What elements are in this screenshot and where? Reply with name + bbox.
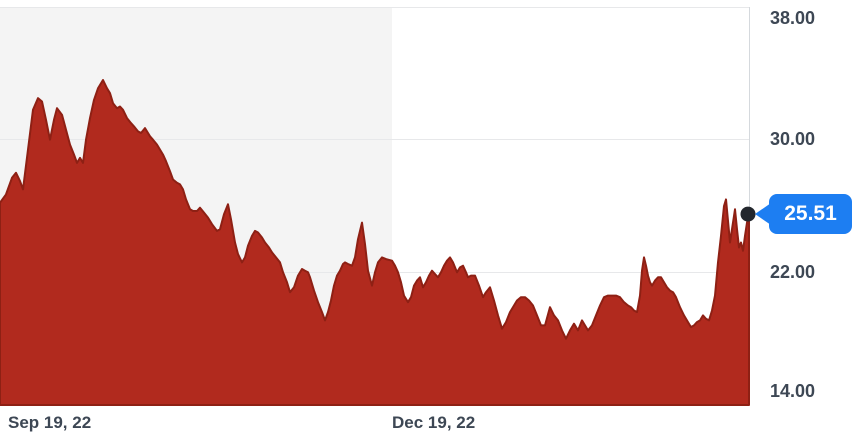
x-tick-label-sep: Sep 19, 22 bbox=[8, 413, 92, 432]
last-price-dot bbox=[740, 206, 756, 222]
y-axis-line bbox=[749, 7, 750, 405]
current-price-value: 25.51 bbox=[769, 194, 852, 234]
price-area bbox=[0, 79, 750, 406]
y-tick-label-22: 22.00 bbox=[770, 262, 816, 282]
gridline-30 bbox=[0, 139, 749, 140]
y-tick-label-38: 38.00 bbox=[770, 8, 816, 28]
current-price-badge: 25.51 bbox=[754, 194, 852, 234]
y-tick-label-30: 30.00 bbox=[770, 129, 816, 149]
gridline-38 bbox=[0, 7, 749, 8]
badge-arrow-icon bbox=[755, 203, 771, 225]
y-tick-label-14: 14.00 bbox=[770, 381, 816, 401]
x-tick-label-dec: Dec 19, 22 bbox=[392, 413, 476, 432]
